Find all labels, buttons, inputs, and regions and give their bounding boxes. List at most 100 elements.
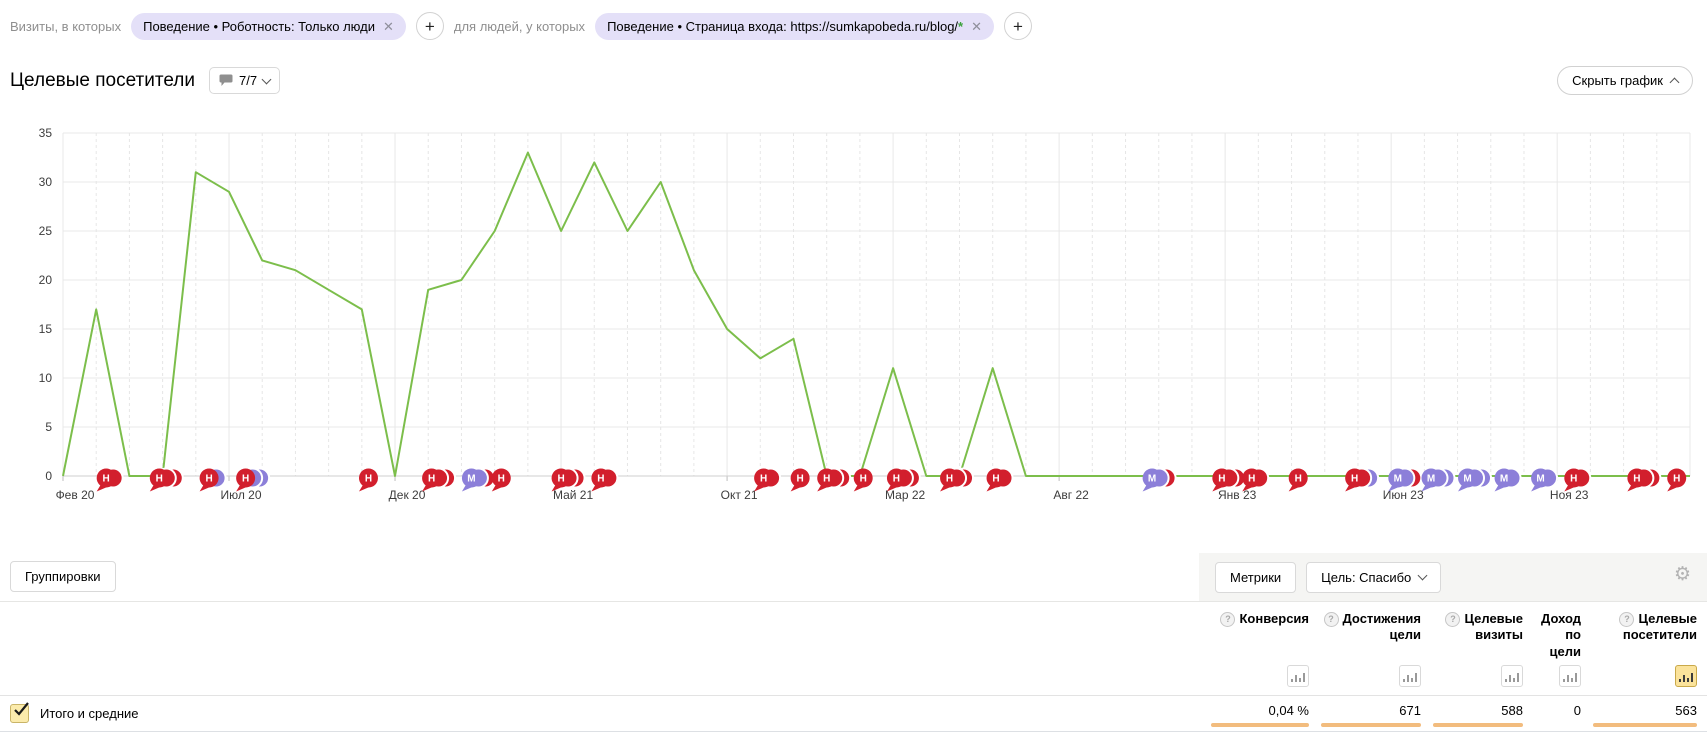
remove-filter-icon[interactable]: ✕ (382, 18, 394, 34)
annotation-marker[interactable]: Н (886, 467, 921, 492)
annotation-marker[interactable]: Н (96, 467, 124, 492)
add-people-filter-button[interactable]: + (1004, 12, 1033, 40)
svg-text:Н: Н (498, 474, 505, 485)
people-condition-label: для людей, у которых (453, 18, 586, 34)
total-goal-reaches: 671 (1309, 696, 1421, 732)
help-icon[interactable]: ? (1619, 612, 1635, 627)
svg-text:Н: Н (823, 474, 830, 485)
annotation-marker[interactable]: Н (1627, 467, 1662, 492)
annotation-marker[interactable]: Н (817, 467, 852, 492)
metric-chart-toggle[interactable] (1675, 665, 1697, 687)
chevron-down-icon (261, 74, 272, 84)
totals-checkbox[interactable] (10, 702, 29, 723)
svg-text:Н: Н (797, 474, 804, 485)
annotation-marker[interactable]: Н (358, 468, 378, 492)
svg-text:Н: Н (992, 474, 999, 485)
filter-chip-robotness[interactable]: Поведение • Роботность: Только люди ✕ (131, 12, 406, 40)
metric-chart-toggle[interactable] (1501, 665, 1523, 687)
svg-text:М: М (1536, 474, 1544, 485)
wildcard-star: * (958, 18, 964, 34)
filter-chip-entry-page[interactable]: Поведение • Страница входа: https://sumk… (595, 12, 995, 40)
svg-text:Н: Н (1673, 474, 1680, 485)
column-header-goal-reaches: ? Достижения цели (1309, 601, 1421, 695)
svg-text:Н: Н (1633, 474, 1640, 485)
annotation-marker[interactable]: Н (1288, 468, 1308, 492)
filter-chip-robotness-text: Поведение • Роботность: Только люди (143, 18, 375, 34)
svg-text:Н: Н (242, 474, 249, 485)
totals-label: Итого и средние (40, 706, 139, 721)
svg-text:Н: Н (365, 474, 372, 485)
svg-text:Н: Н (893, 474, 900, 485)
metric-chart-toggle[interactable] (1287, 665, 1309, 687)
annotation-marker[interactable]: Н (591, 467, 619, 492)
svg-text:35: 35 (39, 126, 53, 140)
annotation-marker[interactable]: Н (1564, 467, 1592, 492)
annotation-marker[interactable]: Н (199, 467, 227, 492)
hide-chart-button[interactable]: Скрыть график (1557, 66, 1693, 95)
total-goal-revenue: 0 (1573, 703, 1581, 718)
column-header-conversion: ? Конверсия (1199, 601, 1309, 695)
svg-text:Н: Н (428, 474, 435, 485)
svg-text:Н: Н (205, 474, 212, 485)
metrics-toolbar-panel: Метрики Цель: Спасибо ⚙ (1199, 553, 1707, 601)
add-visit-filter-button[interactable]: + (415, 12, 444, 40)
annotation-marker[interactable]: М (1388, 467, 1423, 492)
remove-filter-icon[interactable]: ✕ (971, 18, 983, 34)
svg-text:0: 0 (45, 469, 52, 483)
metric-chart-toggle[interactable] (1399, 665, 1421, 687)
svg-text:Н: Н (1295, 474, 1302, 485)
svg-text:Июл 20: Июл 20 (220, 488, 261, 502)
annotation-marker[interactable]: М (1421, 467, 1456, 492)
svg-text:Янв 23: Янв 23 (1218, 488, 1257, 502)
metric-chart-toggle[interactable] (1559, 665, 1581, 687)
svg-text:М: М (1394, 474, 1402, 485)
annotation-marker[interactable]: М (1494, 467, 1522, 492)
annotation-marker[interactable]: Н (754, 467, 782, 492)
groupings-button[interactable]: Группировки (10, 561, 116, 592)
visitors-line-chart: 0 5 10 15 20 25 30 35 Фев 20 Июл 20 Дек 20 Май 21 Ок… (39, 126, 1691, 502)
annotation-marker[interactable]: Н (986, 467, 1014, 492)
svg-text:Авг 22: Авг 22 (1053, 488, 1089, 502)
filter-bar: Визиты, в которых Поведение • Роботность… (10, 12, 1033, 40)
gear-icon[interactable]: ⚙ (1673, 563, 1691, 585)
annotation-marker[interactable]: Н (236, 467, 271, 492)
svg-text:Дек 20: Дек 20 (389, 488, 426, 502)
chevron-down-icon (1417, 570, 1428, 581)
svg-text:Н: Н (1351, 474, 1358, 485)
svg-text:Н: Н (557, 474, 564, 485)
metrics-button[interactable]: Метрики (1215, 561, 1297, 593)
help-icon[interactable]: ? (1323, 612, 1339, 627)
annotation-marker[interactable]: М (461, 467, 496, 492)
totals-row: Итого и средние 0,04 % 671 588 0 563 (0, 695, 1707, 732)
total-goal-visits: 588 (1421, 696, 1523, 732)
svg-text:25: 25 (39, 224, 53, 238)
svg-text:Окт 21: Окт 21 (721, 488, 758, 502)
svg-text:М: М (1148, 474, 1156, 485)
help-icon[interactable]: ? (1445, 612, 1461, 627)
annotation-marker[interactable]: Н (149, 467, 184, 492)
annotation-marker[interactable]: Н (940, 467, 975, 492)
annotation-marker[interactable]: Н (422, 467, 457, 492)
annotation-marker[interactable]: Н (790, 468, 810, 492)
help-icon[interactable]: ? (1220, 612, 1236, 627)
annotation-marker[interactable]: Н (1242, 467, 1270, 492)
annotation-marker[interactable]: М (1458, 467, 1493, 492)
annotation-marker[interactable]: Н (1667, 468, 1687, 492)
annotation-marker[interactable]: Н (491, 468, 511, 492)
column-header-goal-revenue: Доход по цели (1523, 601, 1581, 695)
annotations-count: 7/7 (238, 73, 258, 88)
svg-text:Мар 22: Мар 22 (885, 488, 925, 502)
goal-selector-button[interactable]: Цель: Спасибо (1306, 561, 1442, 593)
annotation-marker[interactable]: Н (853, 468, 873, 492)
annotation-marker[interactable]: Н (551, 467, 586, 492)
annotation-marker[interactable]: М (1142, 467, 1177, 492)
annotation-marker[interactable]: М (1531, 467, 1559, 492)
svg-text:Н: Н (1218, 474, 1225, 485)
annotation-marker[interactable]: Н (1345, 467, 1380, 492)
annotations-counter-button[interactable]: 7/7 (208, 67, 281, 94)
svg-text:Н: Н (946, 474, 953, 485)
value-bar (1321, 723, 1421, 727)
svg-text:10: 10 (39, 371, 53, 385)
annotation-marker[interactable]: Н (1212, 467, 1247, 492)
